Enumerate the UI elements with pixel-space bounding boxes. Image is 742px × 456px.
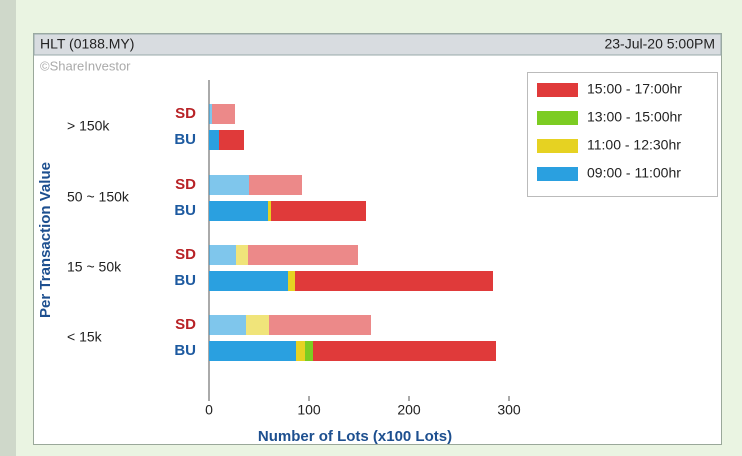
category-label: 50 ~ 150k [67,189,130,205]
legend-label: 09:00 - 11:00hr [587,165,681,181]
bar-label: SD [175,105,196,122]
legend-swatch [537,167,578,181]
bar-segment [296,341,305,361]
watermark: ©ShareInvestor [40,58,131,73]
bar-segment [209,104,212,124]
bar-segment [305,341,313,361]
x-tick-label: 100 [297,402,321,418]
bar-label: BU [174,202,196,219]
bar-label: SD [175,246,196,263]
bar-segment [271,201,366,221]
x-axis-title: Number of Lots (x100 Lots) [258,428,452,445]
legend-swatch [537,83,578,97]
x-tick-label: 300 [497,402,521,418]
bar-segment [295,271,493,291]
legend-label: 13:00 - 15:00hr [587,109,682,125]
bar-segment [209,130,219,150]
bar-segment [236,245,248,265]
bar-segment [269,315,371,335]
legend-swatch [537,111,578,125]
bar-segment [313,341,496,361]
bar-segment [209,271,288,291]
header-left: HLT (0188.MY) [40,36,134,52]
category-label: < 15k [67,329,103,345]
y-axis-title: Per Transaction Value [37,162,54,318]
category-label: > 150k [67,118,110,134]
bar-segment [209,175,249,195]
bar-segment [209,201,268,221]
bar-segment [268,201,271,221]
bar-label: SD [175,176,196,193]
bar-segment [212,104,235,124]
x-tick-label: 200 [397,402,421,418]
bar-label: BU [174,272,196,289]
legend-swatch [537,139,578,153]
bar-segment [248,245,358,265]
bar-segment [249,175,302,195]
bar-label: BU [174,131,196,148]
legend-label: 11:00 - 12:30hr [587,137,681,153]
bar-segment [288,271,295,291]
bar-label: SD [175,316,196,333]
bar-segment [209,341,296,361]
header-bar [33,33,722,56]
bar-segment [246,315,269,335]
bar-label: BU [174,342,196,359]
x-tick-label: 0 [205,402,213,418]
bar-segment [209,245,236,265]
header-right: 23-Jul-20 5:00PM [604,36,715,52]
category-label: 15 ~ 50k [67,259,122,275]
bar-segment [219,130,244,150]
bar-segment [209,315,246,335]
left-strip [0,0,16,456]
legend-label: 15:00 - 17:00hr [587,81,682,97]
